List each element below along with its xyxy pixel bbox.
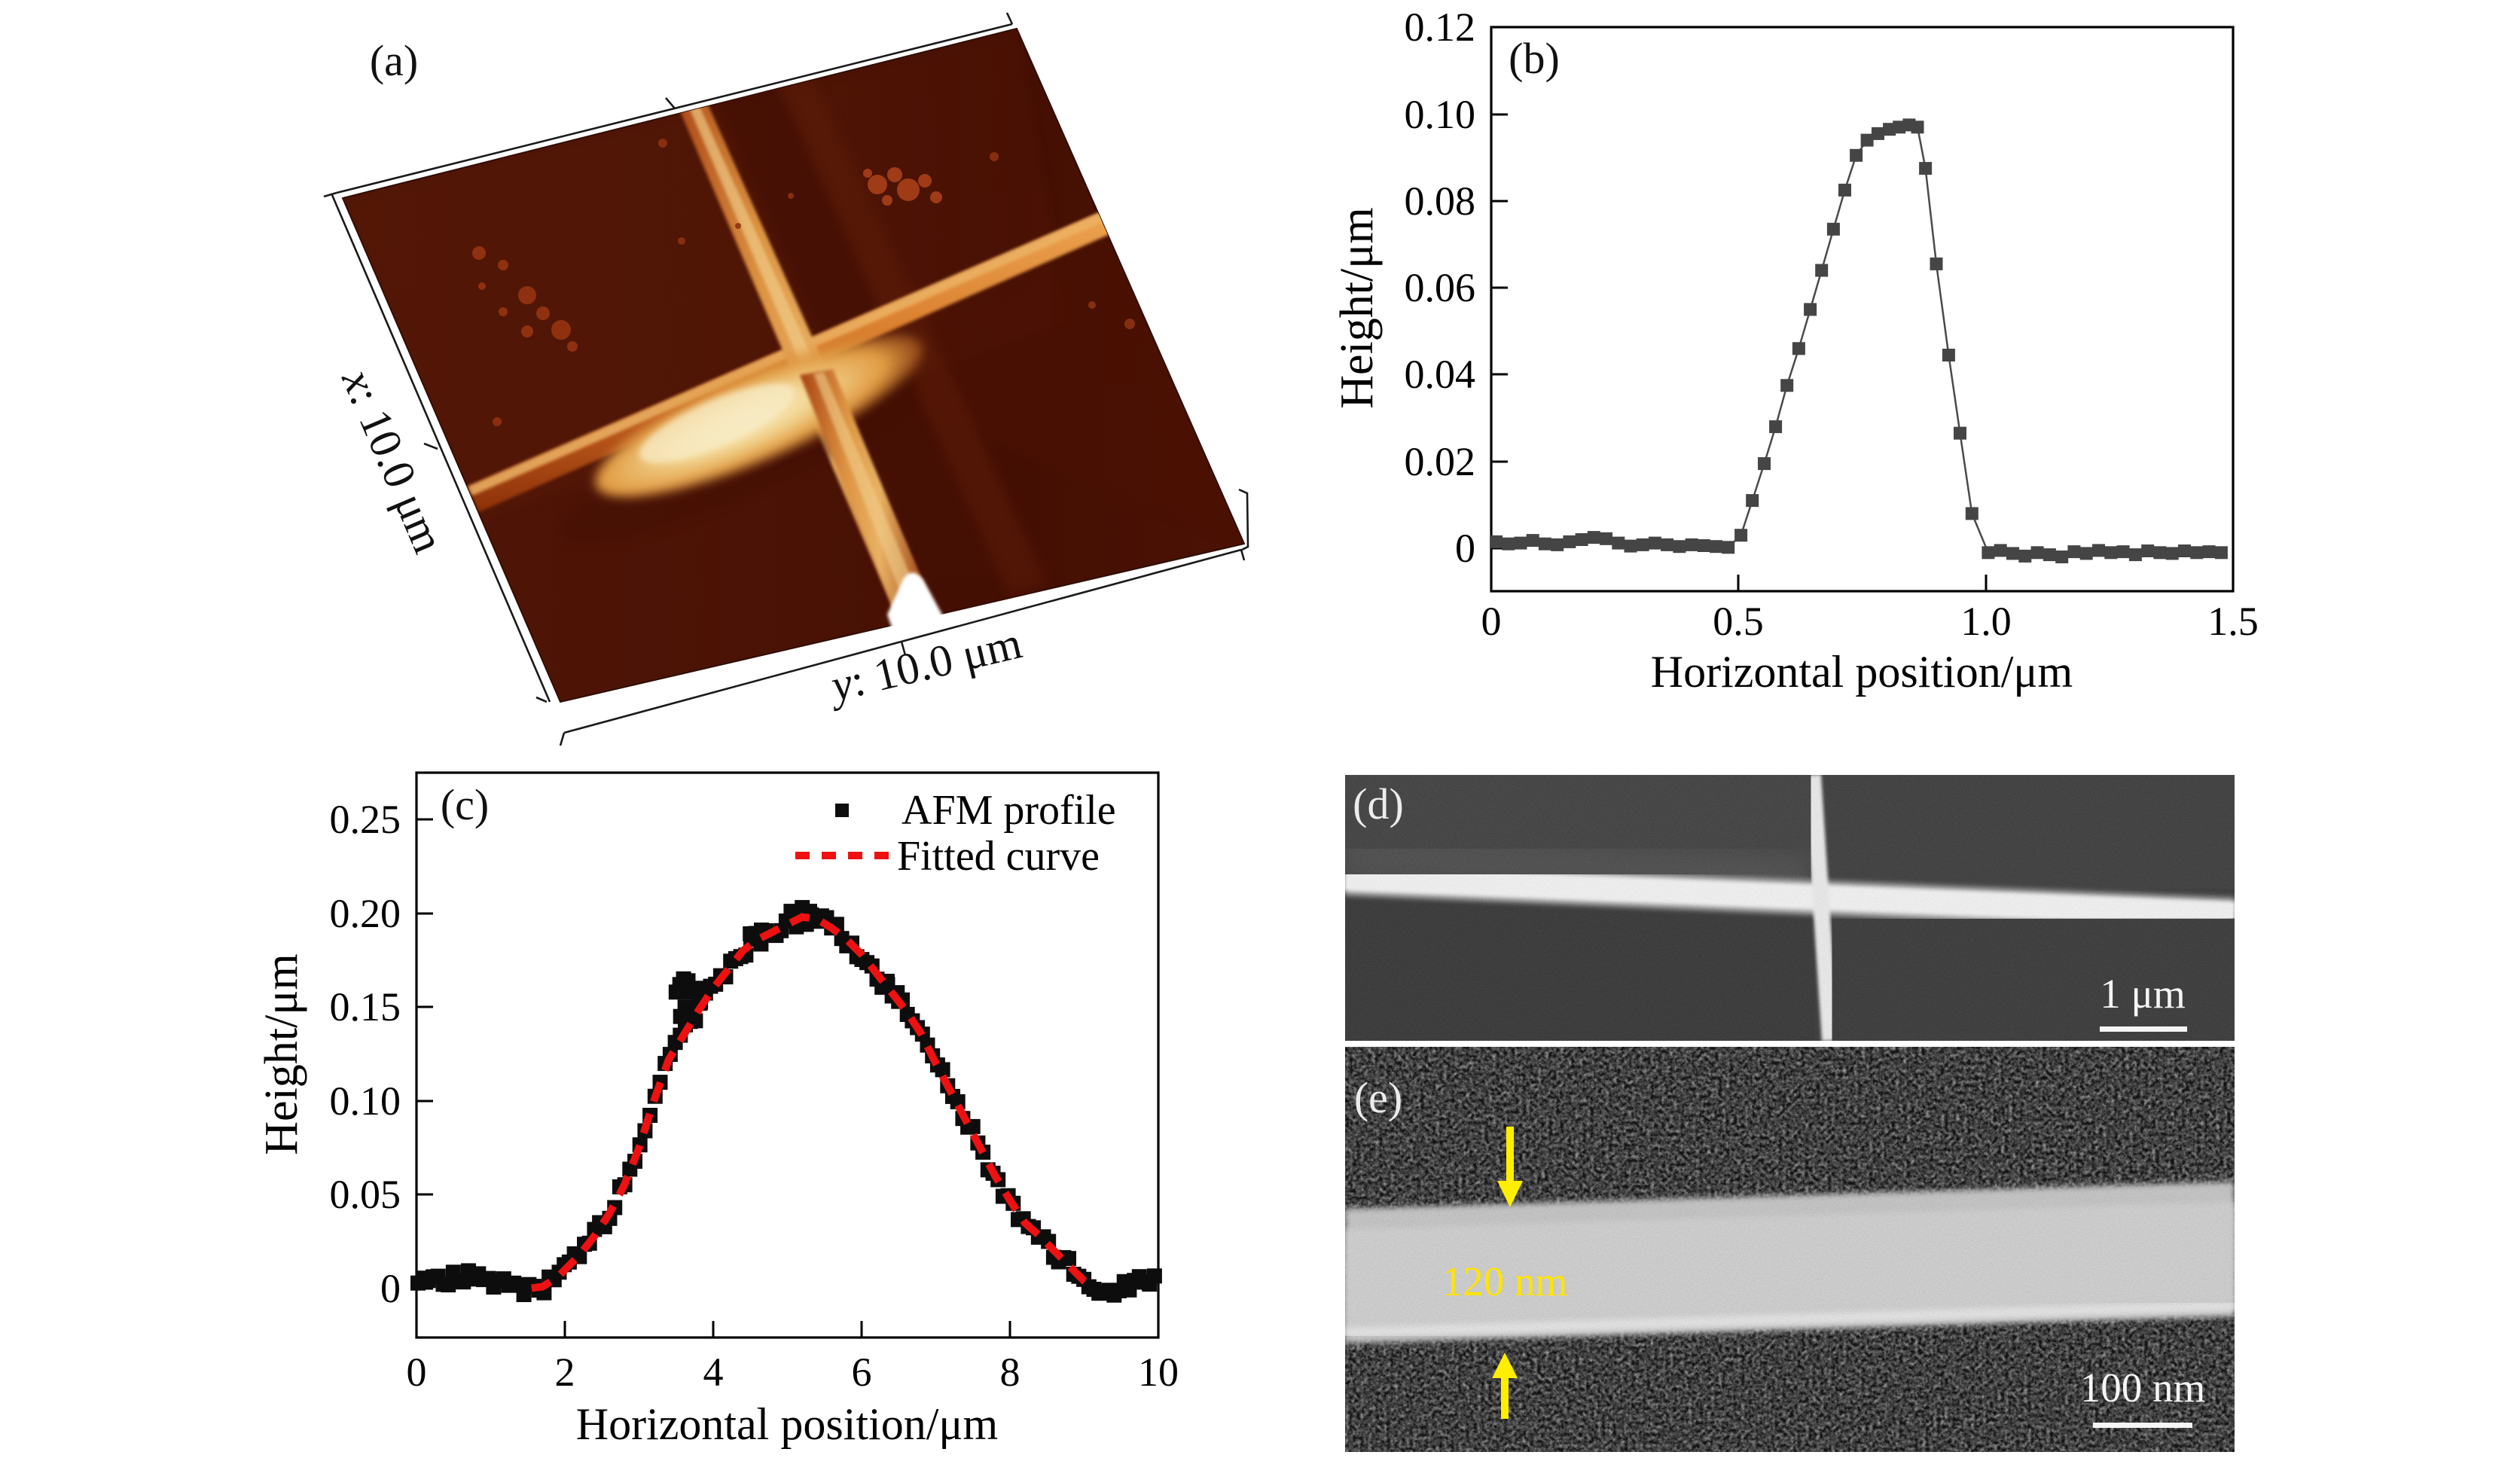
svg-text:0.10: 0.10 bbox=[330, 1078, 401, 1124]
svg-text:0.20: 0.20 bbox=[330, 891, 401, 936]
svg-text:0.5: 0.5 bbox=[1713, 599, 1764, 644]
svg-text:4: 4 bbox=[703, 1350, 724, 1395]
svg-text:(b): (b) bbox=[1509, 34, 1560, 83]
svg-text:0.12: 0.12 bbox=[1405, 5, 1476, 50]
svg-text:0.04: 0.04 bbox=[1405, 352, 1476, 397]
svg-text:1.5: 1.5 bbox=[2207, 599, 2259, 644]
svg-text:Height/μm: Height/μm bbox=[256, 953, 307, 1155]
svg-text:(e): (e) bbox=[1354, 1073, 1402, 1122]
svg-text:120 nm: 120 nm bbox=[1442, 1258, 1568, 1304]
svg-text:AFM profile: AFM profile bbox=[902, 787, 1116, 834]
svg-text:(a): (a) bbox=[370, 36, 418, 85]
svg-text:10: 10 bbox=[1138, 1350, 1179, 1395]
svg-text:100 nm: 100 nm bbox=[2080, 1365, 2206, 1411]
svg-text:2: 2 bbox=[555, 1350, 575, 1395]
svg-text:(d): (d) bbox=[1353, 779, 1404, 828]
svg-text:0.25: 0.25 bbox=[330, 797, 401, 842]
svg-text:Height/μm: Height/μm bbox=[1332, 207, 1383, 408]
svg-text:(c): (c) bbox=[441, 780, 489, 829]
svg-text:0: 0 bbox=[1455, 526, 1475, 571]
svg-text:8: 8 bbox=[1000, 1350, 1021, 1395]
svg-text:Horizontal position/μm: Horizontal position/μm bbox=[1651, 647, 2073, 697]
svg-text:0: 0 bbox=[380, 1266, 401, 1311]
svg-text:0.15: 0.15 bbox=[330, 984, 401, 1029]
svg-text:0.08: 0.08 bbox=[1405, 178, 1476, 224]
svg-text:0.02: 0.02 bbox=[1405, 439, 1476, 484]
svg-text:Horizontal position/μm: Horizontal position/μm bbox=[576, 1399, 998, 1449]
svg-text:Fitted curve: Fitted curve bbox=[897, 833, 1100, 880]
svg-text:0.06: 0.06 bbox=[1405, 265, 1476, 310]
svg-text:6: 6 bbox=[852, 1350, 872, 1395]
svg-text:0.05: 0.05 bbox=[330, 1172, 401, 1217]
svg-text:1.0: 1.0 bbox=[1960, 599, 2012, 644]
svg-text:1 μm: 1 μm bbox=[2100, 971, 2186, 1017]
svg-text:0: 0 bbox=[407, 1350, 427, 1395]
svg-text:0: 0 bbox=[1481, 599, 1502, 644]
svg-text:0.10: 0.10 bbox=[1405, 92, 1476, 137]
